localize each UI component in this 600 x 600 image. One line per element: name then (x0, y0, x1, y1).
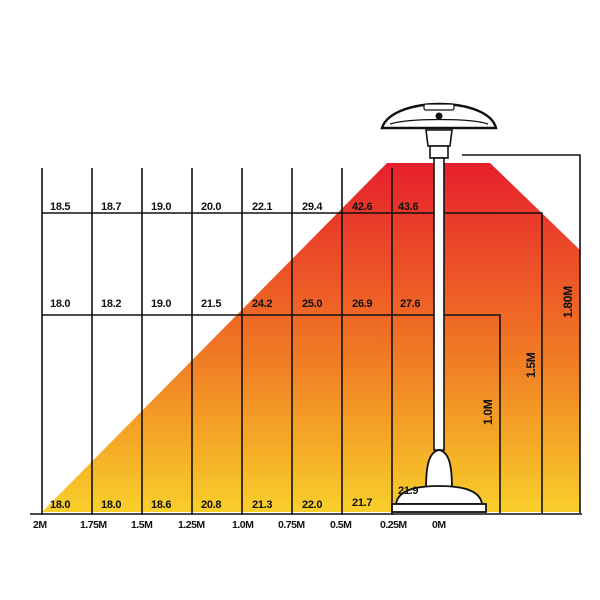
temp-label: 18.0 (50, 499, 70, 511)
height-labels: 1.0M 1.5M 1.80M (481, 286, 575, 425)
distance-label: 0M (432, 519, 446, 531)
height-guides (42, 154, 581, 513)
temp-label: 24.2 (252, 298, 272, 310)
heat-zone (42, 163, 580, 512)
distance-label: 0.25M (380, 519, 407, 531)
distance-label: 0.75M (278, 519, 305, 531)
temp-label: 19.0 (151, 201, 171, 213)
temp-label: 18.6 (151, 499, 171, 511)
temp-label: 21.7 (352, 497, 372, 509)
distance-label: 1.25M (178, 519, 205, 531)
temp-label: 21.3 (252, 499, 272, 511)
temp-label: 18.7 (101, 201, 121, 213)
distance-axis: 2M 1.75M 1.5M 1.25M 1.0M 0.75M 0.5M 0.25… (33, 519, 447, 531)
height-label-1-5m: 1.5M (524, 352, 538, 378)
patio-heater-icon (380, 102, 498, 513)
temp-label: 18.0 (101, 499, 121, 511)
temp-label: 18.2 (101, 298, 121, 310)
distance-label: 1.5M (131, 519, 153, 531)
temp-label: 18.0 (50, 298, 70, 310)
temp-label: 26.9 (352, 298, 372, 310)
distance-label: 1.0M (232, 519, 254, 531)
temp-label: 42.6 (352, 201, 372, 213)
temp-label: 18.5 (50, 201, 70, 213)
temp-label: 29.4 (302, 201, 323, 213)
temp-label: 43.6 (398, 201, 418, 213)
distance-label: 1.75M (80, 519, 107, 531)
height-label-1-8m: 1.80M (561, 286, 575, 318)
vertical-grid (41, 168, 393, 515)
temp-label: 21.9 (398, 485, 418, 497)
temperature-row-middle: 18.0 18.2 19.0 21.5 24.2 25.0 26.9 27.6 (50, 298, 421, 310)
temp-label: 22.1 (252, 201, 272, 213)
temperature-row-bottom: 18.0 18.0 18.6 20.8 21.3 22.0 21.7 21.9 (50, 485, 419, 511)
temp-label: 25.0 (302, 298, 322, 310)
temp-label: 20.8 (201, 499, 221, 511)
temp-label: 21.5 (201, 298, 221, 310)
temp-label: 22.0 (302, 499, 322, 511)
distance-label: 0.5M (330, 519, 352, 531)
temp-label: 20.0 (201, 201, 221, 213)
temperature-row-top: 18.5 18.7 19.0 20.0 22.1 29.4 42.6 43.6 (50, 201, 419, 213)
temp-label: 27.6 (400, 298, 420, 310)
temp-label: 19.0 (151, 298, 171, 310)
distance-label: 2M (33, 519, 47, 531)
height-label-1m: 1.0M (481, 399, 495, 425)
